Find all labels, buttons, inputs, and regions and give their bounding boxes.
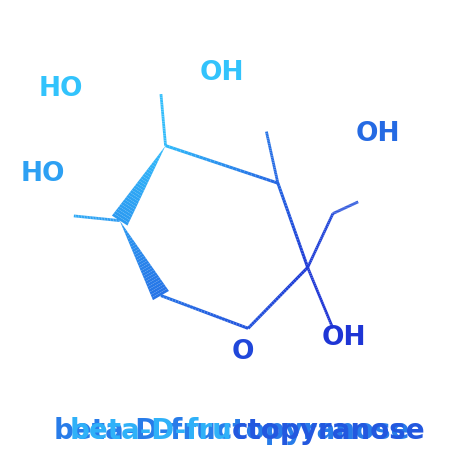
Polygon shape [128, 239, 135, 245]
Polygon shape [130, 190, 141, 199]
Polygon shape [142, 173, 150, 180]
Polygon shape [119, 204, 134, 215]
Polygon shape [134, 251, 143, 258]
Polygon shape [150, 284, 166, 295]
Polygon shape [164, 146, 165, 148]
Polygon shape [153, 160, 158, 164]
Text: OH: OH [321, 325, 366, 351]
Polygon shape [142, 267, 154, 276]
Polygon shape [123, 199, 137, 210]
Polygon shape [133, 249, 141, 255]
Polygon shape [121, 201, 135, 212]
Polygon shape [140, 176, 149, 183]
Polygon shape [138, 261, 149, 268]
Polygon shape [116, 209, 131, 220]
Polygon shape [127, 235, 131, 239]
Polygon shape [147, 279, 163, 290]
Polygon shape [124, 230, 128, 234]
Polygon shape [132, 188, 143, 196]
Polygon shape [140, 263, 151, 271]
Polygon shape [148, 167, 154, 172]
Polygon shape [141, 265, 153, 273]
Text: OH: OH [356, 121, 401, 147]
Polygon shape [146, 169, 153, 175]
Polygon shape [148, 282, 164, 292]
Polygon shape [137, 181, 146, 188]
Polygon shape [125, 197, 137, 207]
Polygon shape [135, 183, 145, 191]
Polygon shape [133, 185, 144, 193]
Polygon shape [117, 206, 133, 218]
Polygon shape [146, 277, 161, 287]
Polygon shape [151, 162, 157, 167]
Polygon shape [143, 270, 156, 279]
Polygon shape [122, 225, 125, 228]
Text: O: O [232, 339, 255, 365]
Polygon shape [144, 272, 157, 282]
Polygon shape [137, 258, 147, 266]
Text: ctopyranose: ctopyranose [232, 418, 426, 446]
Polygon shape [162, 148, 164, 151]
Polygon shape [123, 228, 126, 231]
Polygon shape [131, 244, 138, 250]
Polygon shape [112, 213, 129, 226]
Polygon shape [160, 150, 163, 154]
Polygon shape [156, 155, 161, 159]
Polygon shape [135, 254, 144, 260]
Polygon shape [152, 289, 169, 300]
Polygon shape [145, 274, 159, 284]
Polygon shape [120, 220, 121, 223]
Text: OH: OH [200, 60, 245, 86]
Text: beta-D-fructopyranose: beta-D-fructopyranose [54, 418, 410, 446]
Polygon shape [121, 223, 123, 226]
Polygon shape [128, 192, 140, 201]
Polygon shape [149, 164, 155, 170]
Text: HO: HO [38, 76, 83, 102]
Text: HO: HO [20, 161, 64, 187]
Polygon shape [139, 178, 148, 186]
Polygon shape [128, 237, 133, 242]
Polygon shape [155, 157, 159, 162]
Polygon shape [126, 195, 139, 204]
Polygon shape [132, 246, 139, 253]
Polygon shape [158, 153, 162, 156]
Polygon shape [137, 256, 146, 263]
Polygon shape [130, 242, 136, 247]
Polygon shape [125, 232, 129, 237]
Polygon shape [151, 286, 167, 298]
Text: beta-D-fru: beta-D-fru [69, 418, 232, 446]
Polygon shape [114, 211, 130, 223]
Polygon shape [144, 171, 152, 178]
